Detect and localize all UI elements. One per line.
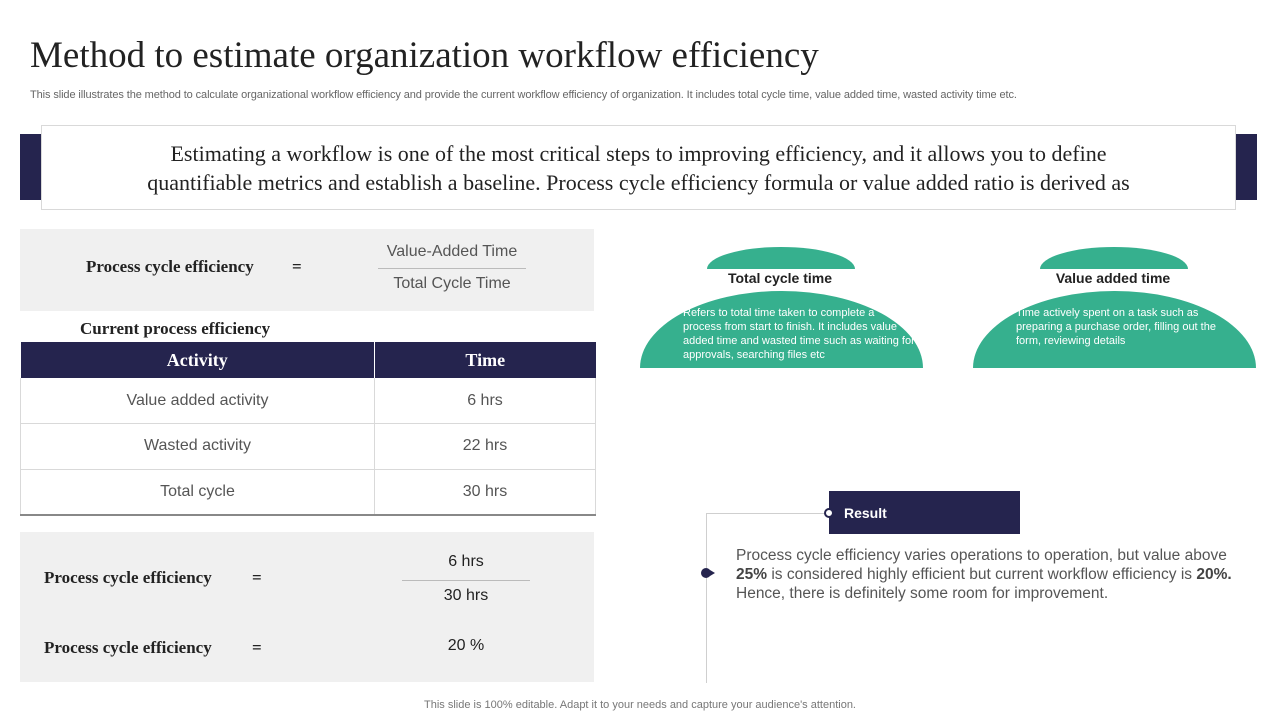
card-title-total-cycle: Total cycle time: [727, 270, 832, 286]
result-text-part: Process cycle efficiency varies operatio…: [736, 547, 1227, 564]
calc-label-2: Process cycle efficiency: [44, 638, 212, 657]
card-dome-value-added: [1040, 247, 1188, 269]
result-label: Result: [844, 505, 887, 521]
activity-cell: Value added activity: [20, 378, 375, 424]
formula-fraction-line: [378, 268, 526, 269]
result-header: Result: [829, 491, 1020, 534]
intro-banner: Estimating a workflow is one of the most…: [41, 125, 1236, 210]
result-text-part: is considered highly efficient but curre…: [767, 566, 1197, 583]
formula-numerator: Value-Added Time: [386, 243, 518, 260]
result-highlight: 20%.: [1196, 566, 1232, 583]
formula-equals: =: [292, 257, 302, 276]
timeline-horizontal-line: [706, 513, 830, 514]
calc-equals-2: =: [252, 638, 262, 657]
intro-line-1: Estimating a workflow is one of the most…: [170, 140, 1107, 166]
page-title: Method to estimate organization workflow…: [30, 35, 819, 76]
column-header-activity: Activity: [20, 342, 375, 378]
formula-panel: Process cycle efficiency = Value-Added T…: [20, 229, 594, 311]
calc-numerator: 6 hrs: [448, 553, 484, 570]
bullet-icon: [664, 310, 670, 316]
result-highlight: 25%: [736, 566, 768, 583]
time-cell: 22 hrs: [374, 423, 596, 470]
activity-cell: Wasted activity: [20, 423, 375, 470]
footer-note: This slide is 100% editable. Adapt it to…: [424, 699, 856, 711]
formula-label: Process cycle efficiency: [86, 257, 254, 276]
activity-cell: Total cycle: [20, 469, 375, 516]
result-node-icon: [824, 508, 834, 518]
result-text: Process cycle efficiency varies operatio…: [736, 546, 1256, 603]
intro-banner-text: Estimating a workflow is one of the most…: [147, 139, 1130, 197]
activity-table: Activity Time Value added activity 6 hrs…: [20, 342, 596, 516]
current-efficiency-title: Current process efficiency: [80, 319, 271, 338]
card-text-total-cycle: Refers to total time taken to complete a…: [683, 307, 915, 361]
calc-denominator: 30 hrs: [443, 587, 489, 604]
calc-fraction-line: [402, 580, 530, 581]
calc-result: 20 %: [447, 637, 485, 654]
intro-line-2: quantifiable metrics and establish a bas…: [147, 169, 1130, 195]
table-row: Value added activity 6 hrs: [20, 378, 596, 424]
table-row: Wasted activity 22 hrs: [20, 423, 596, 470]
table-header-row: Activity Time: [20, 342, 596, 378]
bullet-icon: [997, 310, 1003, 316]
card-text-value-added: Time actively spent on a task such as pr…: [1016, 307, 1216, 347]
calc-equals-1: =: [252, 568, 262, 587]
formula-denominator: Total Cycle Time: [393, 275, 511, 292]
page-subtitle: This slide illustrates the method to cal…: [30, 89, 1017, 101]
time-cell: 30 hrs: [374, 469, 596, 516]
timeline-arrow-icon: [710, 570, 715, 576]
timeline-vertical-line: [706, 513, 707, 683]
calculation-panel: Process cycle efficiency = 6 hrs 30 hrs …: [20, 532, 594, 682]
card-dome-total-cycle: [707, 247, 855, 269]
time-cell: 6 hrs: [374, 378, 596, 424]
calc-label-1: Process cycle efficiency: [44, 568, 212, 587]
table-row: Total cycle 30 hrs: [20, 469, 596, 516]
card-title-value-added: Value added time: [1055, 270, 1171, 286]
result-text-part: Hence, there is definitely some room for…: [736, 585, 1109, 602]
timeline-dot-icon: [701, 568, 711, 578]
column-header-time: Time: [374, 342, 596, 378]
